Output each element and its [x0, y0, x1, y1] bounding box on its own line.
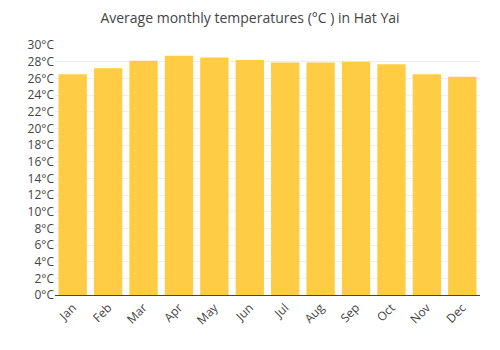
svg-text:10°C: 10°C	[28, 203, 55, 220]
svg-text:20°C: 20°C	[28, 120, 55, 137]
svg-text:14°C: 14°C	[28, 170, 55, 187]
svg-text:2°C: 2°C	[34, 270, 54, 287]
svg-text:18°C: 18°C	[28, 136, 55, 153]
svg-text:6°C: 6°C	[34, 236, 54, 253]
svg-text:16°C: 16°C	[28, 153, 55, 170]
svg-text:Sep: Sep	[336, 299, 363, 326]
svg-text:Oct: Oct	[373, 299, 399, 325]
svg-text:30°C: 30°C	[28, 36, 55, 53]
svg-text:12°C: 12°C	[28, 186, 55, 203]
svg-text:22°C: 22°C	[28, 103, 55, 120]
svg-text:Average monthly temperatures (: Average monthly temperatures (°C ) in Ha…	[100, 8, 399, 27]
svg-text:Dec: Dec	[442, 299, 469, 326]
svg-text:Feb: Feb	[89, 299, 115, 325]
svg-text:May: May	[193, 299, 222, 328]
svg-text:28°C: 28°C	[28, 53, 55, 70]
svg-text:Aug: Aug	[300, 299, 328, 327]
svg-text:24°C: 24°C	[28, 86, 55, 103]
svg-text:0°C: 0°C	[34, 286, 54, 303]
svg-text:Mar: Mar	[123, 299, 151, 327]
svg-text:Apr: Apr	[160, 299, 186, 325]
svg-text:Nov: Nov	[406, 299, 434, 327]
svg-text:Jul: Jul	[270, 299, 292, 321]
svg-text:8°C: 8°C	[34, 220, 54, 237]
svg-text:Jan: Jan	[55, 299, 80, 324]
svg-text:4°C: 4°C	[34, 253, 54, 270]
svg-text:Jun: Jun	[231, 299, 256, 324]
svg-text:26°C: 26°C	[28, 70, 55, 87]
